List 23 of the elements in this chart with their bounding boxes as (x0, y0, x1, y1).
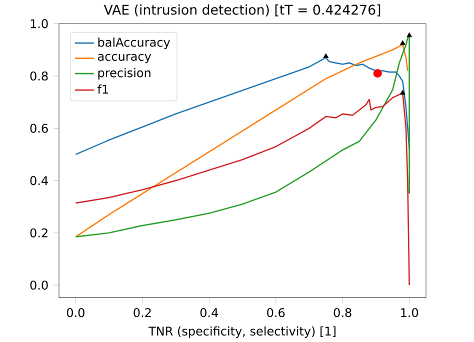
x-tick-label: 0.2 (134, 308, 151, 317)
x-tick-label: 0.4 (200, 308, 218, 317)
legend-label: accuracy (98, 54, 152, 63)
y-tick-label: 0.2 (30, 228, 48, 238)
point (406, 32, 412, 37)
x-tick-label: 0.8 (334, 308, 352, 317)
x-tick-label: 0.0 (66, 308, 84, 317)
x-tick-label: 0.6 (267, 308, 285, 317)
x-axis-title: TNR (specificity, selectivity) [1] (148, 326, 336, 338)
y-tick-label: 0.6 (30, 124, 48, 133)
x-tick-label: 1.0 (401, 308, 418, 317)
point (400, 90, 406, 94)
point (400, 40, 406, 45)
point (323, 53, 328, 58)
y-tick-label: 0.4 (30, 176, 48, 185)
point (373, 68, 382, 78)
legend-label: f1 (98, 84, 108, 94)
legend-label: balAccuracy (98, 37, 170, 49)
y-tick-label: 0.0 (30, 280, 48, 290)
y-tick-label: 0.8 (30, 71, 48, 80)
legend-label: precision (98, 68, 150, 80)
chart-title: VAE (intrusion detection) [tT = 0.424276] (104, 4, 380, 16)
y-tick-label: 1.0 (30, 18, 48, 28)
